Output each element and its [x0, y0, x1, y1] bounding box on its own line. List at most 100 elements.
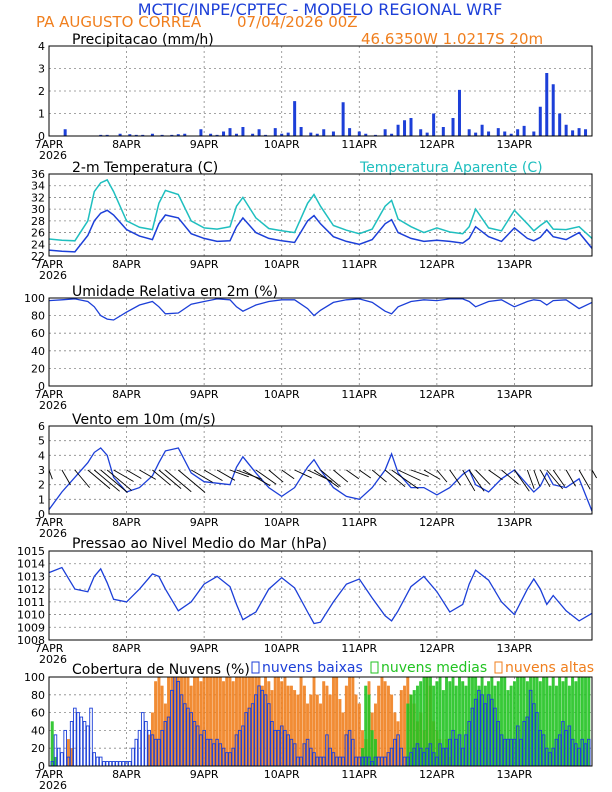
pressure-xtick: 10APR — [264, 642, 300, 655]
precip-bar — [383, 129, 387, 136]
pressure-ytick: 1015 — [17, 545, 45, 558]
precip-bar — [241, 127, 245, 136]
cloud-bar-low — [79, 716, 84, 767]
precip-bar — [538, 106, 542, 136]
cloud-bar-low — [92, 752, 96, 767]
wind-arrow — [591, 469, 597, 479]
pressure-frame — [48, 550, 593, 641]
humidity-panel: 0 20 40 60 80 100 7APR 8APR 9APR 10APR 11APR 12APR 1… — [24, 284, 593, 412]
wind-arrow — [488, 469, 503, 481]
wind-arrow — [229, 469, 249, 478]
wind-arrow — [578, 469, 591, 490]
precip-bar — [396, 124, 400, 136]
cloud-bar-low — [115, 761, 119, 767]
temperature-ytick: 22 — [31, 250, 45, 263]
wind-arrow — [268, 469, 284, 483]
precip-xtick: 7APR — [35, 138, 64, 151]
humidity-xtick: 7APR — [35, 388, 64, 401]
precip-bar — [251, 133, 255, 136]
temperature-xtick: 8APR — [112, 258, 141, 271]
cloud-bar-mid — [367, 694, 371, 767]
pressure-xtick: 11APR — [341, 642, 377, 655]
wind-frame — [48, 425, 593, 515]
temperature-year-label: 2026 — [39, 269, 67, 282]
precip-bar — [160, 134, 164, 136]
cloud-bar-low — [76, 712, 80, 767]
temperature-xtick: 11APR — [341, 258, 377, 271]
wind-arrow — [61, 469, 71, 485]
temperature-xtick: 7APR — [35, 258, 64, 271]
humidity-xtick: 10APR — [264, 388, 300, 401]
precip-bar — [432, 113, 436, 136]
precip-bar — [584, 129, 588, 136]
precip-bar — [419, 129, 423, 136]
precip-bar — [293, 101, 297, 136]
cloud-bar-low — [102, 761, 106, 767]
precip-bar — [118, 133, 122, 136]
pressure-ytick: 1008 — [17, 634, 45, 647]
wind-xtick: 11APR — [341, 516, 377, 529]
cloud-bar-high — [377, 685, 381, 767]
temperature-ytick: 34 — [31, 180, 45, 193]
humidity-frame — [48, 297, 593, 387]
temperature-line-apparent — [48, 178, 593, 242]
precip-bar — [228, 128, 232, 136]
pressure-xtick: 13APR — [497, 642, 533, 655]
clouds-year-label: 2026 — [39, 779, 67, 792]
humidity-xtick: 13APR — [497, 388, 533, 401]
precip-bar — [257, 129, 261, 136]
precip-bar — [299, 127, 303, 136]
precip-bar — [63, 129, 67, 136]
wind-xtick: 8APR — [112, 516, 141, 529]
precip-bar — [451, 118, 455, 136]
precip-bar — [551, 84, 555, 136]
wind-arrow — [449, 469, 461, 486]
wind-arrow — [158, 469, 182, 489]
humidity-title: Umidade Relativa em 2m (%) — [72, 284, 278, 300]
cloud-bar-low — [82, 721, 87, 767]
precip-xtick: 9APR — [190, 138, 219, 151]
wind-panel: 0 12 3 45 6 7APR 8APR 9APR 10APR 11APR 12APR 13APR 2… — [35, 412, 597, 540]
precip-xtick: 13APR — [497, 138, 533, 151]
cloud-bar-mid — [364, 685, 368, 767]
precip-ytick: 1 — [38, 108, 45, 121]
temperature-xtick: 13APR — [497, 258, 533, 271]
precip-bar — [141, 134, 145, 136]
wind-ytick: 0 — [38, 508, 45, 521]
precip-bar — [315, 133, 319, 136]
wind-xtick: 13APR — [497, 516, 533, 529]
pressure-ytick: 1011 — [17, 596, 45, 609]
wind-arrow — [106, 469, 132, 491]
temperature-ytick: 32 — [31, 191, 45, 204]
precip-bar — [373, 134, 377, 136]
humidity-ytick: 80 — [31, 310, 45, 323]
clouds-frame — [48, 676, 593, 767]
pressure-xtick: 12APR — [419, 642, 455, 655]
precip-bar — [348, 128, 352, 136]
humidity-ytick: 60 — [31, 327, 45, 340]
wind-arrow — [87, 469, 111, 489]
precip-bar — [99, 134, 103, 136]
precip-xtick: 8APR — [112, 138, 141, 151]
wind-arrow — [565, 469, 576, 487]
wind-arrow — [242, 469, 271, 487]
precip-bar — [496, 128, 500, 136]
clouds-xtick: 12APR — [419, 768, 455, 781]
clouds-xtick: 7APR — [35, 768, 64, 781]
pressure-ytick: 1009 — [17, 621, 45, 634]
temperature-xtick: 12APR — [419, 258, 455, 271]
cloud-bar-low — [131, 747, 135, 767]
cloud-bar-low — [128, 761, 132, 767]
pressure-ytick: 1012 — [17, 583, 45, 596]
clouds-xtick: 9APR — [190, 768, 219, 781]
wind-arrow — [410, 469, 429, 477]
wind-arrow — [190, 469, 213, 483]
precip-xtick: 11APR — [341, 138, 377, 151]
cloud-bar-mid — [435, 681, 439, 767]
precip-bar — [474, 132, 478, 136]
precip-panel: 0 1 2 3 4 7APR 8APR 9APR 10APR 11APR 12APR 13APR 202… — [35, 32, 593, 162]
wind-arrow — [93, 469, 120, 492]
precip-bar — [264, 134, 268, 136]
wind-arrow — [475, 469, 491, 485]
